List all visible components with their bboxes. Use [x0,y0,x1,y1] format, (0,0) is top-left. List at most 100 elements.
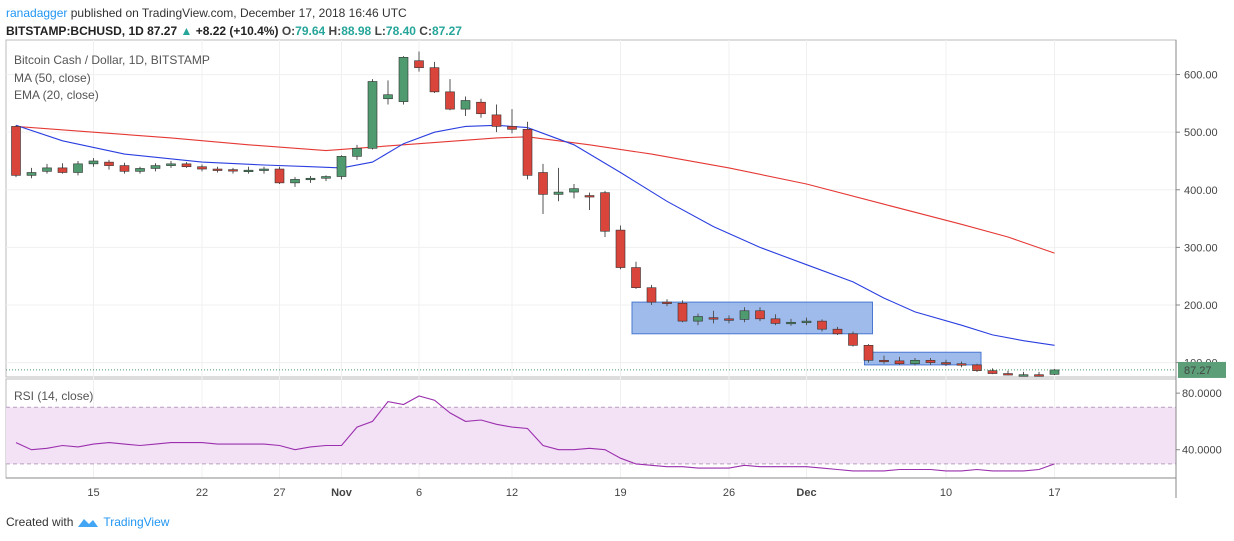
candle-body [429,67,440,93]
legend-title: Bitcoin Cash / Dollar, 1D, BITSTAMP [14,53,210,67]
candle[interactable] [491,104,502,133]
candle-body [1049,369,1060,375]
candle[interactable] [755,307,765,322]
candle-body [414,60,424,68]
candle[interactable] [429,61,440,93]
candle[interactable] [197,164,207,172]
candle[interactable] [398,56,409,105]
candle[interactable] [460,96,471,117]
candle[interactable] [383,80,393,105]
rsi-line[interactable] [15,395,1055,472]
candle[interactable] [739,307,750,323]
candle-body [553,191,564,195]
candle[interactable] [507,109,517,134]
candle[interactable] [57,163,68,174]
candle[interactable] [321,175,331,182]
candle-body [1034,374,1044,377]
candle[interactable] [662,299,672,307]
candle[interactable] [832,326,843,335]
candle[interactable] [569,184,579,199]
author-link[interactable]: ranadagger [6,6,68,20]
candle[interactable] [956,361,967,368]
candle[interactable] [1003,370,1013,376]
candle-body [708,317,719,320]
candle[interactable] [259,166,269,174]
candle[interactable] [522,121,533,180]
candle[interactable] [104,159,114,170]
candle-body [274,168,285,184]
candle[interactable] [786,318,796,326]
candle[interactable] [646,284,657,305]
candle-body [383,94,393,100]
candle[interactable] [336,155,347,180]
candle[interactable] [879,355,889,364]
rsi-pane[interactable] [6,395,1176,472]
price-tick-label: 500.00 [1184,127,1218,139]
candle[interactable] [445,79,455,111]
candle[interactable] [894,356,905,365]
time-tick-label: 17 [1048,487,1060,499]
candle[interactable] [584,192,595,210]
candle-body [181,163,192,168]
candle[interactable] [600,190,610,238]
candle[interactable] [42,163,52,174]
candle[interactable] [1049,368,1060,376]
candle-body [11,126,21,176]
publish-info: published on TradingView.com, December 1… [70,6,407,20]
candle-body [832,328,843,335]
candle[interactable] [538,163,548,214]
candle[interactable] [863,344,874,363]
candle[interactable] [352,144,362,160]
candle[interactable] [212,166,223,173]
candle[interactable] [677,300,688,323]
candle[interactable] [166,160,176,168]
candle[interactable] [770,314,781,326]
candle-body [956,363,967,366]
price-tick-label: 400.00 [1184,185,1218,197]
candle[interactable] [941,359,951,367]
candle[interactable] [848,331,858,347]
candle[interactable] [693,313,703,326]
candle[interactable] [1018,371,1029,377]
candle[interactable] [987,368,998,375]
candle[interactable] [181,162,192,168]
tradingview-logo-icon [78,519,99,527]
candle-body [770,318,781,324]
candle[interactable] [553,167,564,202]
candle[interactable] [972,363,982,372]
time-tick-label: Nov [331,487,353,499]
candle[interactable] [476,98,486,118]
candle[interactable] [73,160,83,176]
candle[interactable] [119,162,130,174]
candle[interactable] [615,225,626,270]
candle[interactable] [925,357,936,365]
candle[interactable] [801,317,812,326]
candle[interactable] [1034,371,1044,377]
candle[interactable] [274,166,285,185]
candle[interactable] [305,175,316,183]
footer-brand[interactable]: TradingView [103,515,170,529]
candle-body [197,166,207,170]
ma50-line[interactable] [15,125,1055,254]
candle[interactable] [88,158,99,167]
candle[interactable] [367,79,378,150]
range-box[interactable] [864,351,982,366]
candle[interactable] [724,315,734,324]
candle[interactable] [243,166,254,174]
candle[interactable] [290,177,300,187]
candle[interactable] [228,167,238,174]
candle[interactable] [631,261,641,289]
price-pane[interactable] [6,51,1176,377]
range-box[interactable] [631,301,873,335]
candle-body [166,163,176,166]
candle[interactable] [414,51,424,72]
candle[interactable] [817,319,827,332]
ema20-line[interactable] [15,124,1055,346]
candle[interactable] [135,166,145,174]
candle[interactable] [26,167,37,179]
candle[interactable] [910,357,920,366]
candle[interactable] [150,163,161,172]
candle[interactable] [11,125,21,178]
candle[interactable] [708,310,719,324]
